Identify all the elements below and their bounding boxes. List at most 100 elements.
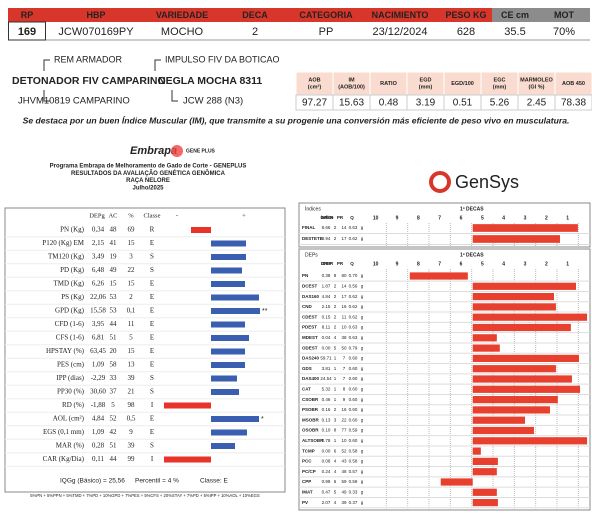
dep: 4,84 xyxy=(92,415,105,423)
row-name: PSOBR xyxy=(302,407,319,412)
cell: 0.60 xyxy=(349,376,358,381)
row-label: TMD (Kg) xyxy=(53,280,84,288)
cell: g xyxy=(361,469,364,474)
pct: 13 xyxy=(128,361,136,369)
dep: -1,88 xyxy=(91,401,106,409)
range-bar xyxy=(472,457,498,466)
range-bar xyxy=(472,313,588,321)
cell: 0.24 xyxy=(322,469,331,474)
pct: 22 xyxy=(128,266,136,274)
classe: E xyxy=(150,347,154,355)
row-name: CSOBR xyxy=(302,397,319,402)
program-line: RAÇA NELORE xyxy=(126,178,170,184)
cell: 14 xyxy=(341,283,347,288)
dep: 3,95 xyxy=(92,320,105,328)
gensys-logo: GenSys xyxy=(455,172,519,192)
x-tick-label: 4 xyxy=(502,261,505,267)
dep: 15,58 xyxy=(90,307,106,315)
range-bar xyxy=(472,365,556,373)
row-name: MSOBR xyxy=(302,417,320,422)
program-line: RESULTADOS DA AVALIAÇÃO GENÉTICA GENÔMIC… xyxy=(71,169,226,177)
cell: 4 xyxy=(334,500,337,505)
footer: Classe: E xyxy=(200,478,228,485)
cell: 0.59 xyxy=(349,479,358,484)
cell: 0.08 xyxy=(322,459,331,464)
cell: g xyxy=(361,356,364,361)
cell: 52 xyxy=(341,448,347,453)
pedigree-sire: DETONADOR FIV CAMPARINO xyxy=(12,75,166,87)
cell: 59.71 xyxy=(320,356,332,361)
range-bar xyxy=(472,323,571,332)
row-name: DAS160 xyxy=(302,294,320,299)
classe: E xyxy=(150,239,154,247)
cell: 8 xyxy=(334,273,337,278)
row-label: EGS (0,1 mm) xyxy=(43,428,85,436)
ac: 42 xyxy=(110,428,118,436)
pedigree-connectors xyxy=(43,59,178,102)
dep: 63,45 xyxy=(90,347,106,355)
classe: E xyxy=(150,280,154,288)
cell: 2 xyxy=(334,314,337,319)
cell: 0.13 xyxy=(322,417,331,422)
cell: 2 xyxy=(334,236,337,241)
cell: 6 xyxy=(334,479,337,484)
x-tick-label: 10 xyxy=(373,261,379,267)
cell: 8.94 xyxy=(322,236,331,241)
row-label: PS (Kg) xyxy=(61,293,84,301)
column-label: - xyxy=(176,212,178,219)
row-name: DCEST xyxy=(302,283,318,288)
header-cell xyxy=(8,8,46,22)
row-name: CAT xyxy=(302,386,311,391)
cell: g xyxy=(361,294,364,299)
x-tick-label: 3 xyxy=(524,261,527,267)
cell: 0.70 xyxy=(349,273,358,278)
cell: 3.81 xyxy=(322,366,331,371)
range-bar xyxy=(472,292,555,301)
row-label: P120 (Kg) EM xyxy=(42,239,84,247)
classe: E xyxy=(150,334,154,342)
header-cell xyxy=(46,8,146,22)
dep: -2,29 xyxy=(91,374,106,382)
x-tick-label: 5 xyxy=(481,261,484,267)
cell: 48 xyxy=(341,469,347,474)
pedigree-dam: NEGLA MOCHA 8311 xyxy=(158,75,262,87)
cell: 8 xyxy=(334,428,337,433)
cell: g xyxy=(361,225,364,230)
pct: 5 xyxy=(129,334,133,342)
x-tick-label: 7 xyxy=(438,215,441,221)
column-label: Índice xyxy=(320,213,334,220)
column-label: PR xyxy=(337,215,344,220)
dep: 6,48 xyxy=(92,266,105,274)
cell: g xyxy=(361,325,364,330)
x-tick-label: 2 xyxy=(545,215,548,221)
cell: g xyxy=(361,345,364,350)
pct: 15 xyxy=(128,239,136,247)
row-name: CPP xyxy=(302,479,311,484)
cell: 0.78 xyxy=(322,438,331,443)
cell: 16 xyxy=(341,407,347,412)
ac: 44 xyxy=(110,320,118,328)
column-label: DPER xyxy=(321,261,334,266)
ac: 52 xyxy=(110,415,118,423)
cell: 38 xyxy=(341,335,347,340)
carcass-label: IM xyxy=(348,77,355,83)
cell: 0.62 xyxy=(349,304,358,309)
ac: 53 xyxy=(110,293,118,301)
cell: 3 xyxy=(334,417,337,422)
header-cell xyxy=(146,8,218,22)
cell: 1 xyxy=(334,386,337,391)
cell: 7 xyxy=(343,366,346,371)
cell: g xyxy=(361,500,364,505)
cell: 0.60 xyxy=(349,356,358,361)
cell: 0.79 xyxy=(349,345,358,350)
cell: 2 xyxy=(334,325,337,330)
ac: 49 xyxy=(110,266,118,274)
range-bar xyxy=(472,468,497,476)
column-label: PR xyxy=(337,261,344,266)
cell: 6 xyxy=(334,448,337,453)
pct: 98 xyxy=(128,401,136,409)
cell: 2.15 xyxy=(322,304,331,309)
carcass-value: 97.27 xyxy=(302,98,327,109)
row-label: PP30 (%) xyxy=(57,388,85,396)
